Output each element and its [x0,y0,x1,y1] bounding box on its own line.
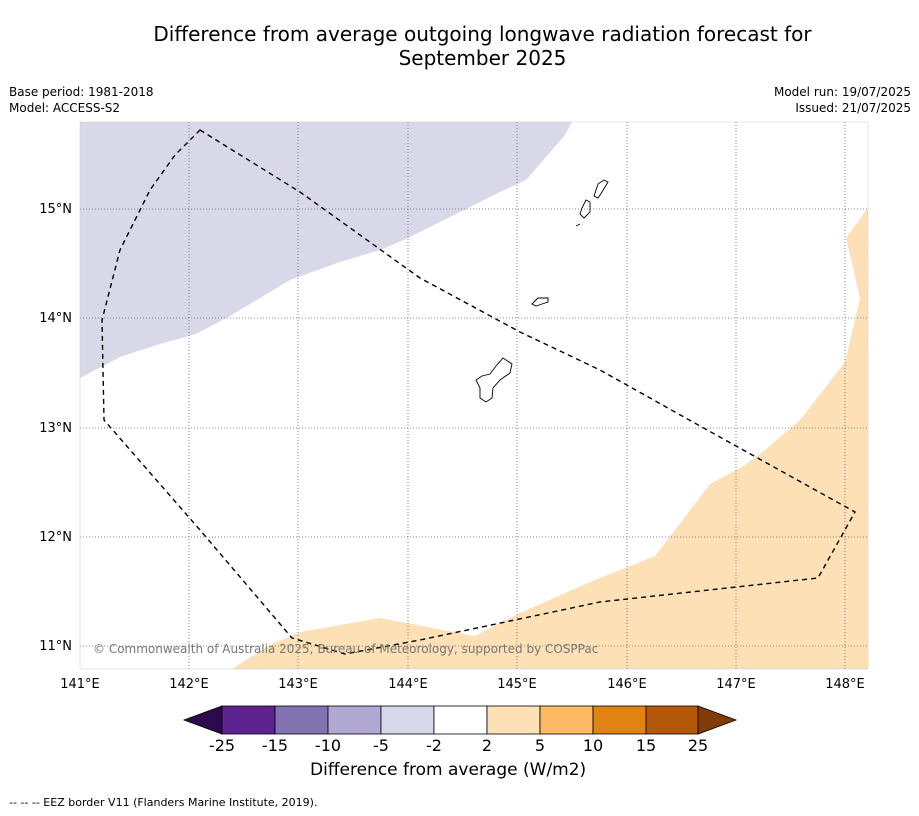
negative-anomaly-region [80,122,572,378]
model-run: Model run: 19/07/2025 [773,85,911,99]
lat-label: 14°N [39,311,72,326]
lon-label: 146°E [607,677,647,692]
model-name: Model: ACCESS-S2 [9,101,121,115]
lat-labels: 15°N 14°N 13°N 12°N 11°N [39,202,72,654]
lat-label: 11°N [39,639,72,654]
colorbar-swatch [645,705,699,735]
colorbar-tick: 2 [482,736,492,755]
lon-label: 143°E [278,677,318,692]
colorbar-high-extend [697,705,738,735]
base-period: Base period: 1981-2018 [9,85,154,99]
island-tinian [579,199,591,219]
lon-label: 141°E [60,677,100,692]
colorbar-label: Difference from average (W/m2) [310,760,587,780]
islands [475,179,609,403]
graticule [80,122,868,669]
map-frame [79,121,869,670]
map-area: © Commonwealth of Australia 2025, Bureau… [80,122,868,669]
colorbar-swatch [274,705,329,735]
colorbar-swatch [539,705,594,735]
colorbar-swatch [433,705,488,735]
colorbar [182,705,738,735]
lon-label: 145°E [497,677,537,692]
lon-label: 148°E [825,677,865,692]
colorbar-ticks: -25 -15 -10 -5 -2 2 5 10 15 25 [209,736,708,755]
colorbar-tick: 10 [583,736,603,755]
colorbar-swatch [221,705,276,735]
island-rota [531,297,549,307]
colorbar-tick: -10 [315,736,341,755]
colorbar-swatch [486,705,541,735]
positive-anomaly-region-east [232,208,868,669]
colorbar-tick: 5 [535,736,545,755]
lon-labels: 141°E 142°E 143°E 144°E 145°E 146°E 147°… [60,677,865,692]
island-aguijan [575,223,581,227]
colorbar-tick: -2 [426,736,442,755]
lat-label: 12°N [39,530,72,545]
title-line-2: September 2025 [398,46,567,70]
island-guam [475,357,513,403]
colorbar-tick: 25 [688,736,708,755]
colorbar-tick: -5 [373,736,389,755]
lat-label: 13°N [39,421,72,436]
colorbar-swatch [592,705,647,735]
colorbar-tick: -25 [209,736,235,755]
lat-label: 15°N [39,202,72,217]
footnote: -- -- -- EEZ border V11 (Flanders Marine… [9,796,318,809]
colorbar-swatch [327,705,382,735]
lon-label: 142°E [169,677,209,692]
colorbar-tick: 15 [636,736,656,755]
eez-border [101,129,856,655]
meta-right: Model run: 19/07/2025 Issued: 21/07/2025 [774,84,911,116]
page-title: Difference from average outgoing longwav… [40,22,919,70]
copyright-text: © Commonwealth of Australia 2025, Bureau… [93,642,598,656]
colorbar-low-extend [182,705,223,735]
island-saipan [593,179,609,199]
lon-label: 144°E [388,677,428,692]
colorbar-swatch [380,705,435,735]
meta-left: Base period: 1981-2018 Model: ACCESS-S2 [9,84,154,116]
lon-label: 147°E [716,677,756,692]
title-line-1: Difference from average outgoing longwav… [153,22,812,46]
colorbar-tick: -15 [262,736,288,755]
issued-date: Issued: 21/07/2025 [795,101,911,115]
